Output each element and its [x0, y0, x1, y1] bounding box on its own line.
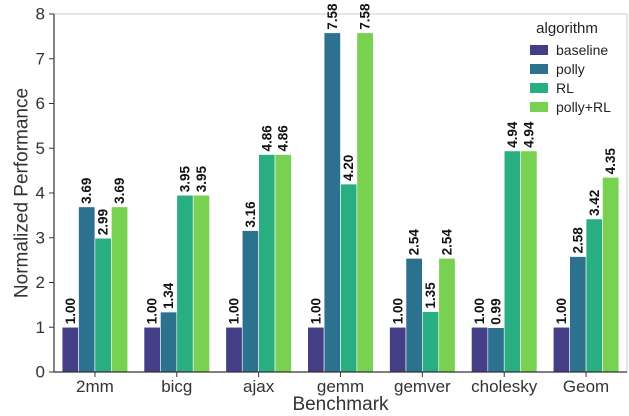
bar-value-label: 2.99 — [96, 209, 111, 235]
bar-value-label: 2.54 — [407, 229, 422, 256]
bar-value-label: 0.99 — [489, 298, 504, 324]
bar-value-label: 4.35 — [603, 148, 618, 175]
y-tick-label: 3 — [36, 228, 45, 247]
bar-value-label: 7.58 — [358, 3, 373, 30]
y-tick-label: 6 — [36, 94, 45, 113]
axes: 0 1 2 3 4 5 6 7 8 2mm bicg ajax gemm gemver cholesky Ge… — [36, 5, 627, 396]
legend-label: polly — [556, 61, 585, 77]
x-tick-label: bicg — [161, 377, 192, 396]
bar-baseline-cholesky — [471, 326, 489, 373]
y-tick-label: 8 — [36, 5, 45, 24]
bar-polly-plus-RL-bicg — [192, 194, 210, 373]
x-tick-label: gemver — [394, 377, 451, 396]
bar-RL-cholesky — [503, 150, 521, 373]
bar-polly-2mm — [78, 206, 96, 373]
legend-title: algorithm — [536, 20, 598, 37]
bar-polly-cholesky — [487, 327, 505, 373]
bar-RL-bicg — [176, 194, 194, 373]
bar-value-label: 4.86 — [276, 125, 291, 152]
bar-baseline-gemver — [389, 326, 407, 373]
x-axis-title: Benchmark — [292, 394, 389, 415]
bar-value-label: 3.42 — [587, 190, 602, 216]
bar-value-label: 2.58 — [570, 227, 585, 254]
bar-polly-plus-RL-gemver — [438, 258, 456, 373]
bar-baseline-gemm — [307, 326, 325, 373]
legend: algorithm baseline polly RL polly+RL — [530, 20, 611, 115]
bar-baseline-bicg — [143, 326, 161, 373]
bar-RL-2mm — [94, 237, 112, 373]
bar-baseline-geom — [552, 326, 570, 373]
bar-value-label: 3.95 — [177, 165, 192, 192]
bar-value-label: 3.16 — [243, 201, 258, 228]
bar-RL-gemm — [340, 183, 358, 373]
x-tick-label: cholesky — [471, 377, 538, 396]
y-tick-label: 7 — [36, 49, 45, 68]
bar-value-label: 1.34 — [161, 282, 176, 309]
legend-label: polly+RL — [556, 99, 611, 115]
bar-baseline-2mm — [61, 326, 79, 373]
plot-area — [54, 13, 628, 372]
bars — [61, 32, 620, 373]
legend-swatch — [530, 45, 548, 55]
bar-value-label: 4.20 — [341, 155, 356, 181]
legend-swatch — [530, 83, 548, 93]
bar-value-label: 1.00 — [145, 298, 160, 324]
bar-polly-gemm — [323, 32, 341, 373]
data-labels: 1.00 1.00 1.00 1.00 1.00 1.00 1.00 3.69 1.34 3.16… — [63, 3, 618, 325]
bar-polly-plus-RL-2mm — [111, 206, 129, 373]
y-tick-label: 2 — [36, 273, 45, 292]
bar-polly-plus-RL-cholesky — [520, 150, 538, 373]
bar-value-label: 2.54 — [439, 229, 454, 256]
bar-value-label: 1.00 — [63, 298, 78, 324]
bar-value-label: 1.00 — [472, 298, 487, 324]
x-tick-label: Geom — [563, 377, 609, 396]
y-tick-label: 4 — [36, 184, 45, 203]
bar-polly-plus-RL-gemm — [356, 32, 374, 373]
bar-polly-geom — [569, 256, 587, 373]
bar-polly-bicg — [160, 311, 178, 373]
y-tick-label: 5 — [36, 139, 45, 158]
bar-value-label: 1.00 — [308, 298, 323, 324]
y-axis-title: Normalized Performance — [12, 88, 33, 298]
legend-label: RL — [556, 80, 574, 96]
bar-value-label: 4.94 — [505, 121, 520, 148]
bar-value-label: 1.00 — [227, 298, 242, 324]
y-tick-label: 1 — [36, 318, 45, 337]
bar-polly-gemver — [405, 258, 423, 373]
legend-swatch — [530, 102, 548, 112]
bar-value-label: 1.00 — [390, 298, 405, 324]
x-tick-label: 2mm — [76, 377, 114, 396]
legend-label: baseline — [556, 42, 608, 58]
x-tick-label: ajax — [243, 377, 275, 396]
bar-polly-plus-RL-geom — [602, 177, 620, 373]
bar-value-label: 1.35 — [423, 282, 438, 309]
legend-swatch — [530, 64, 548, 74]
x-tick-label: gemm — [317, 377, 364, 396]
bar-value-label: 7.58 — [325, 3, 340, 30]
bar-value-label: 1.00 — [554, 298, 569, 324]
bar-polly-plus-RL-ajax — [274, 154, 292, 373]
bar-RL-geom — [585, 218, 603, 373]
bar-value-label: 3.95 — [194, 165, 209, 192]
bar-value-label: 3.69 — [112, 178, 127, 204]
y-tick-label: 0 — [36, 363, 45, 382]
bar-RL-gemver — [422, 311, 440, 373]
bar-value-label: 4.94 — [521, 121, 536, 148]
bar-RL-ajax — [258, 154, 276, 373]
bar-value-label: 4.86 — [259, 125, 274, 152]
bar-value-label: 3.69 — [79, 178, 94, 204]
bar-baseline-ajax — [225, 326, 243, 373]
bar-polly-ajax — [241, 230, 259, 373]
